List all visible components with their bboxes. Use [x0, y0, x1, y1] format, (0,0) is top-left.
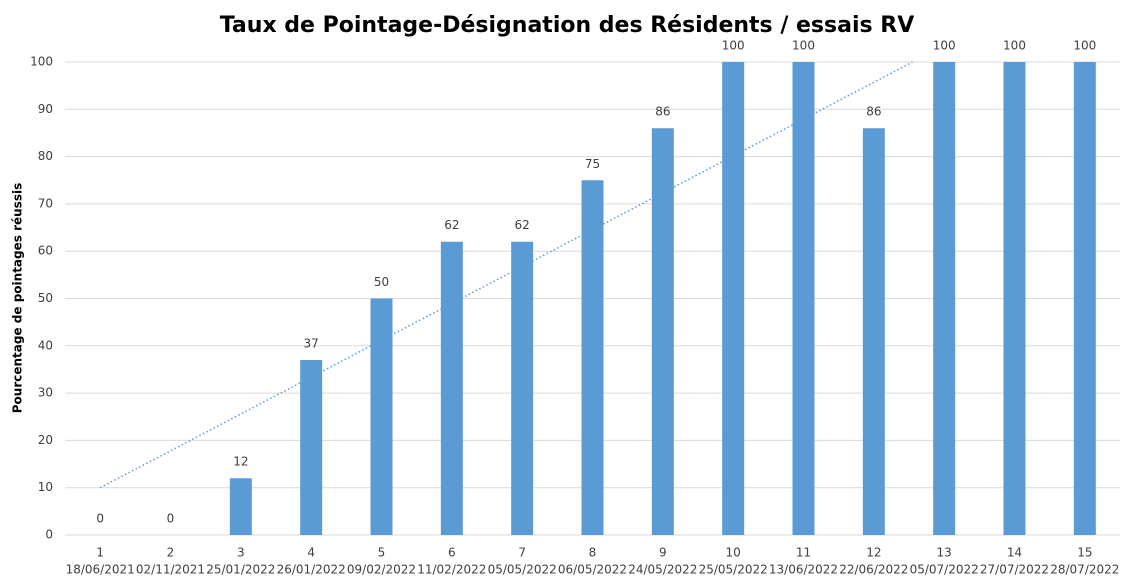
y-tick-label: 70: [38, 196, 53, 210]
y-axis-label: Pourcentage de pointages réussis: [11, 183, 25, 413]
data-label: 100: [792, 39, 815, 53]
x-date-label: 25/05/2022: [699, 563, 768, 577]
x-date-label: 25/01/2022: [206, 563, 275, 577]
x-tick-label: 10: [726, 546, 741, 560]
data-label: 75: [585, 157, 600, 171]
x-date-label: 13/06/2022: [769, 563, 838, 577]
bar: [792, 62, 815, 535]
x-date-label: 22/06/2022: [839, 563, 908, 577]
x-tick-label: 7: [518, 546, 526, 560]
bar: [933, 62, 956, 535]
data-label: 86: [866, 105, 881, 119]
bar: [862, 128, 885, 535]
x-tick-label: 6: [448, 546, 456, 560]
data-label: 62: [515, 218, 530, 232]
x-tick-label: 1: [96, 546, 104, 560]
x-tick-label: 11: [796, 546, 811, 560]
bar: [1073, 62, 1096, 535]
data-label: 62: [444, 218, 459, 232]
bar: [1003, 62, 1026, 535]
data-label: 100: [1003, 39, 1026, 53]
x-date-label: 28/07/2022: [1050, 563, 1119, 577]
data-label: 0: [167, 512, 175, 526]
x-tick-label: 15: [1077, 546, 1092, 560]
bar: [370, 298, 393, 535]
x-tick-label: 4: [307, 546, 315, 560]
x-date-label: 02/11/2021: [136, 563, 205, 577]
x-tick-label: 9: [659, 546, 667, 560]
x-tick-label: 14: [1007, 546, 1022, 560]
y-tick-label: 80: [38, 149, 53, 163]
x-date-label: 06/05/2022: [558, 563, 627, 577]
data-label: 100: [933, 39, 956, 53]
bar: [300, 359, 323, 535]
bar: [229, 478, 252, 535]
y-tick-label: 30: [38, 386, 53, 400]
bar: [722, 62, 745, 535]
data-label: 0: [96, 512, 104, 526]
bar: [440, 241, 463, 536]
x-date-label: 26/01/2022: [277, 563, 346, 577]
x-date-label: 24/05/2022: [628, 563, 697, 577]
x-date-label: 27/07/2022: [980, 563, 1049, 577]
x-date-label: 18/06/2021: [66, 563, 135, 577]
bar: [651, 128, 674, 535]
y-tick-label: 20: [38, 433, 53, 447]
y-tick-label: 60: [38, 244, 53, 258]
y-tick-label: 10: [38, 480, 53, 494]
x-tick-label: 5: [378, 546, 386, 560]
bar: [511, 241, 534, 536]
trendline: [99, 61, 913, 489]
x-tick-label: 3: [237, 546, 245, 560]
x-tick-label: 8: [589, 546, 597, 560]
y-tick-label: 50: [38, 291, 53, 305]
y-tick-label: 0: [45, 528, 53, 542]
data-label: 100: [722, 39, 745, 53]
data-label: 12: [233, 455, 248, 469]
y-tick-label: 40: [38, 338, 53, 352]
chart-title: Taux de Pointage-Désignation des Résiden…: [220, 13, 914, 38]
x-tick-label: 2: [167, 546, 175, 560]
x-date-label: 11/02/2022: [417, 563, 486, 577]
y-tick-label: 100: [30, 55, 53, 69]
x-tick-label: 13: [937, 546, 952, 560]
data-label: 37: [304, 336, 319, 350]
x-date-label: 05/07/2022: [910, 563, 979, 577]
data-label: 50: [374, 275, 389, 289]
bar: [581, 180, 604, 535]
y-tick-label: 90: [38, 102, 53, 116]
data-label: 86: [655, 105, 670, 119]
x-date-label: 05/05/2022: [488, 563, 557, 577]
x-date-label: 09/02/2022: [347, 563, 416, 577]
x-tick-label: 12: [866, 546, 881, 560]
data-label: 100: [1073, 39, 1096, 53]
